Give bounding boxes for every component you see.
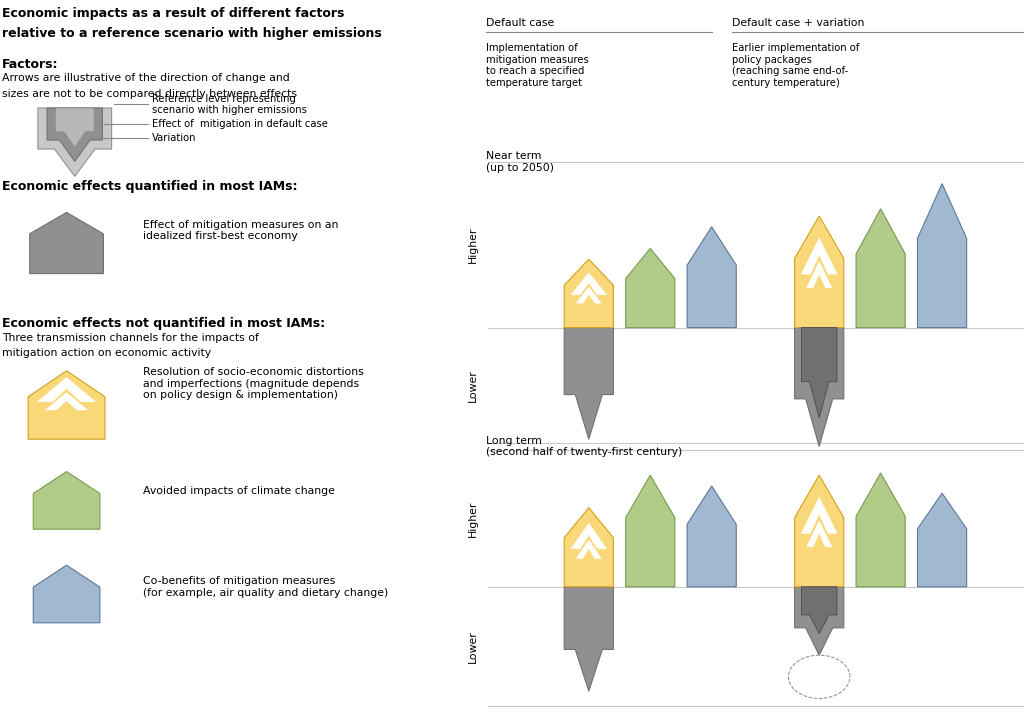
Polygon shape (564, 259, 613, 328)
Polygon shape (571, 273, 606, 294)
Text: Effect of  mitigation in default case: Effect of mitigation in default case (152, 119, 328, 129)
Polygon shape (626, 248, 675, 328)
Text: Effect of mitigation measures on an
idealized first-best economy: Effect of mitigation measures on an idea… (143, 220, 339, 241)
Text: Factors:: Factors: (2, 58, 58, 71)
Text: Implementation of
mitigation measures
to reach a specified
temperature target: Implementation of mitigation measures to… (486, 43, 589, 88)
Text: Resolution of socio-economic distortions
and imperfections (magnitude depends
on: Resolution of socio-economic distortions… (143, 367, 365, 400)
Polygon shape (807, 521, 831, 546)
Text: Lower: Lower (468, 369, 478, 402)
Polygon shape (30, 212, 103, 274)
Polygon shape (564, 508, 613, 587)
Text: Three transmission channels for the impacts of: Three transmission channels for the impa… (2, 333, 259, 343)
Polygon shape (802, 498, 837, 534)
Polygon shape (626, 475, 675, 587)
Polygon shape (687, 227, 736, 328)
Text: Near term
(up to 2050): Near term (up to 2050) (486, 151, 554, 173)
Polygon shape (38, 108, 112, 176)
Polygon shape (55, 108, 94, 148)
Text: Default case: Default case (486, 18, 555, 28)
Polygon shape (33, 565, 100, 623)
Polygon shape (33, 472, 100, 529)
Polygon shape (577, 287, 601, 303)
Text: Economic effects not quantified in most IAMs:: Economic effects not quantified in most … (2, 317, 326, 330)
Polygon shape (807, 262, 831, 287)
Text: Default case + variation: Default case + variation (732, 18, 864, 28)
Text: Arrows are illustrative of the direction of change and: Arrows are illustrative of the direction… (2, 73, 290, 84)
Polygon shape (802, 328, 837, 418)
Polygon shape (856, 473, 905, 587)
Text: mitigation action on economic activity: mitigation action on economic activity (2, 348, 211, 359)
Text: Economic effects quantified in most IAMs:: Economic effects quantified in most IAMs… (2, 180, 298, 193)
Polygon shape (577, 540, 601, 559)
Polygon shape (795, 328, 844, 446)
Text: Variation: Variation (152, 133, 196, 143)
Text: Co-benefits of mitigation measures
(for example, air quality and dietary change): Co-benefits of mitigation measures (for … (143, 576, 389, 598)
Polygon shape (795, 216, 844, 328)
Polygon shape (571, 523, 606, 549)
Polygon shape (795, 475, 844, 587)
Text: Higher: Higher (468, 227, 478, 263)
Polygon shape (802, 587, 837, 634)
Polygon shape (29, 371, 105, 439)
Text: relative to a reference scenario with higher emissions: relative to a reference scenario with hi… (2, 27, 382, 40)
Polygon shape (564, 587, 613, 691)
Text: sizes are not to be compared directly between effects: sizes are not to be compared directly be… (2, 89, 297, 99)
Text: Avoided impacts of climate change: Avoided impacts of climate change (143, 486, 335, 496)
Polygon shape (802, 238, 837, 274)
Text: Reference level representing
scenario with higher emissions: Reference level representing scenario wi… (152, 94, 306, 115)
Text: Long term
(second half of twenty-first century): Long term (second half of twenty-first c… (486, 436, 683, 457)
Polygon shape (564, 328, 613, 439)
Polygon shape (795, 587, 844, 655)
Polygon shape (38, 377, 95, 402)
Polygon shape (687, 486, 736, 587)
Polygon shape (856, 209, 905, 328)
Polygon shape (918, 493, 967, 587)
Polygon shape (918, 184, 967, 328)
Text: Economic impacts as a result of different factors: Economic impacts as a result of differen… (2, 7, 344, 20)
Text: Higher: Higher (468, 500, 478, 536)
Polygon shape (46, 392, 87, 410)
Text: Earlier implementation of
policy packages
(reaching same end-of-
century tempera: Earlier implementation of policy package… (732, 43, 859, 88)
Text: Lower: Lower (468, 630, 478, 662)
Polygon shape (47, 108, 102, 161)
